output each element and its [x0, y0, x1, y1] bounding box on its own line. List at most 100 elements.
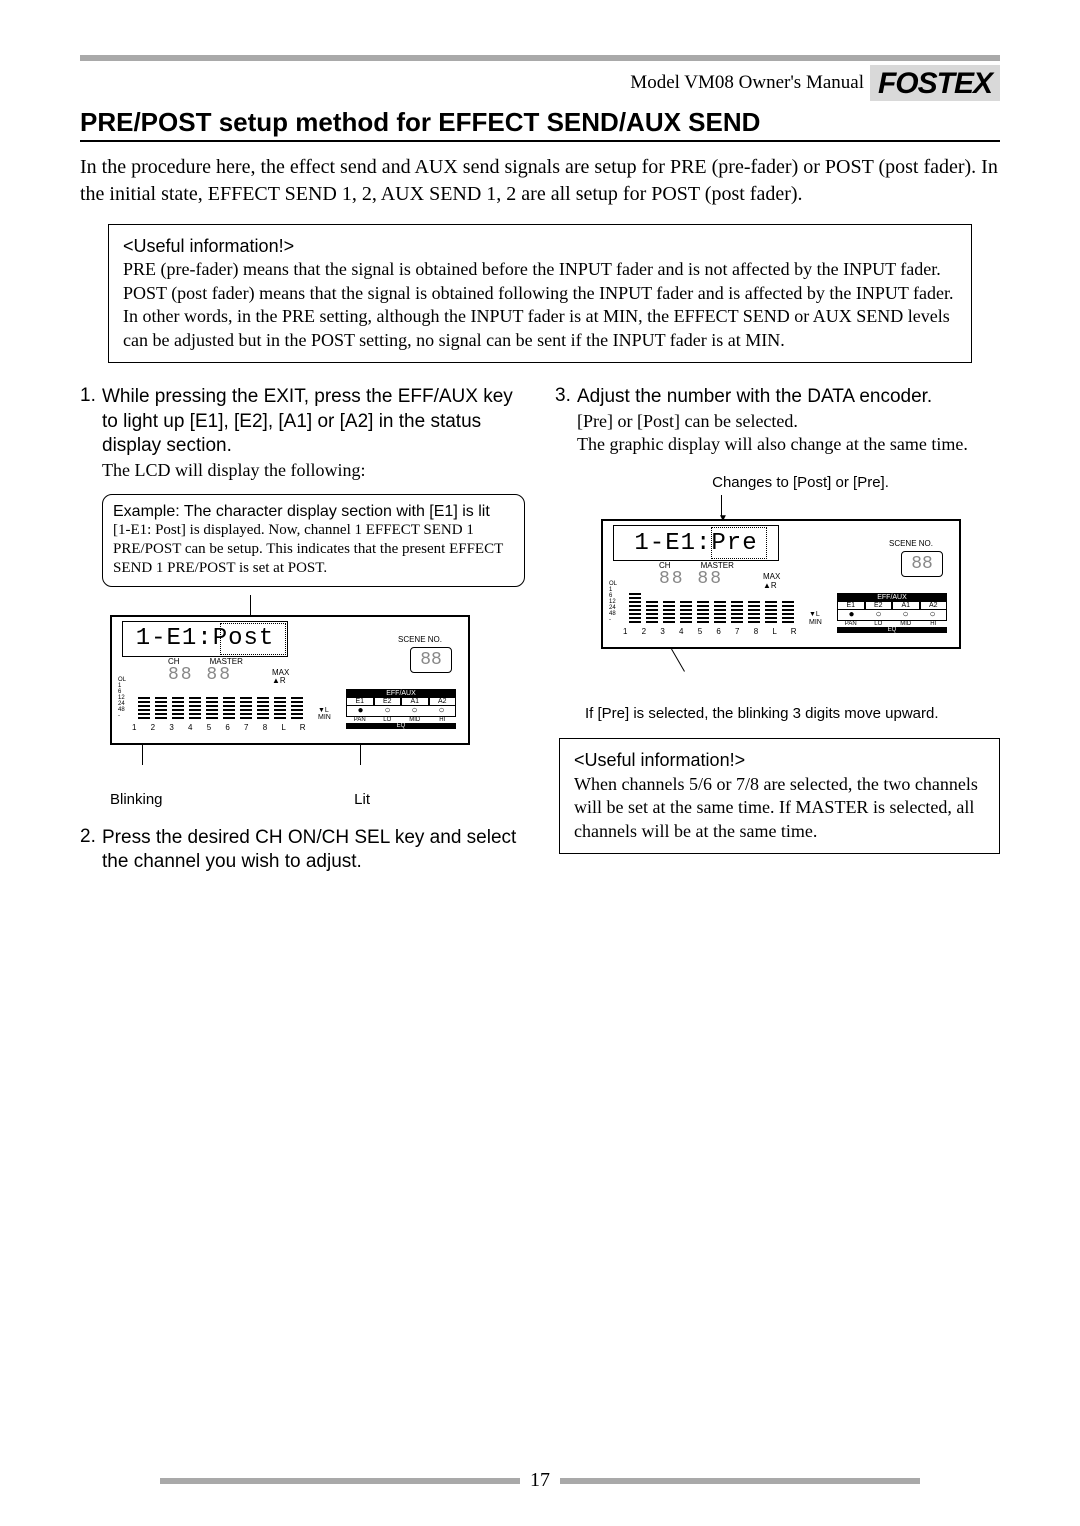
footer-bar [160, 1478, 520, 1484]
effaux-title: EFF/AUX [837, 593, 947, 602]
dot-icon: ○ [865, 610, 892, 620]
meter-bar [663, 601, 675, 623]
lcd-figure-1: ▼ 1-E1:Post CH MASTER 88 88 MAX ▲R SCENE… [110, 595, 490, 808]
scene-box: 88 [410, 647, 452, 673]
max-label: MAX [272, 668, 289, 677]
caption-blinking: Blinking [110, 791, 163, 808]
meter-bar [765, 601, 777, 623]
dot-icon: ● [347, 706, 374, 716]
example-title: Example: The character display section w… [113, 503, 514, 521]
meter-bar [189, 697, 201, 719]
eq-label: HI [920, 621, 948, 627]
useful-info-title: <Useful information!> [574, 749, 985, 772]
lcd-captions: Blinking Lit [110, 791, 460, 808]
dot-icon: ○ [401, 706, 428, 716]
useful-info-title: <Useful information!> [123, 235, 957, 258]
effaux-title: EFF/AUX [346, 689, 456, 698]
page-number: 17 [530, 1469, 550, 1492]
max-label: MAX [763, 572, 780, 581]
footer-bar [560, 1478, 920, 1484]
example-box: Example: The character display section w… [102, 494, 525, 586]
header-rule [80, 55, 1000, 61]
meter-bar [680, 601, 692, 623]
useful-info-body: PRE (pre-fader) means that the signal is… [123, 258, 957, 352]
lcd-digits: 88 88 [659, 569, 723, 589]
eq-label: MID [401, 717, 429, 723]
step-head: While pressing the EXIT, press the EFF/A… [102, 385, 525, 459]
step-num: 3. [555, 385, 577, 456]
eq-bar: EQ [837, 627, 947, 633]
eq-bar: EQ [346, 723, 456, 729]
min-label: MIN [318, 714, 331, 721]
meter-bar [629, 593, 641, 623]
meter-bar [155, 697, 167, 719]
left-column: 1. While pressing the EXIT, press the EF… [80, 385, 525, 881]
lcd-digits: 88 88 [168, 665, 232, 685]
brand-logo: FOSTEX [870, 65, 1000, 101]
effaux-dots: ● ○ ○ ○ [837, 610, 947, 621]
eq-label: PAN [346, 717, 374, 723]
eq-label: HI [429, 717, 457, 723]
manual-label: Model VM08 Owner's Manual [630, 72, 864, 94]
lcd-vl-min: ▼L MIN [318, 707, 331, 722]
step-num: 2. [80, 826, 102, 875]
arrow-line [671, 649, 685, 672]
lcd-effaux-panel: EFF/AUX E1 E2 A1 A2 ● ○ ○ ○ PAN [346, 689, 456, 729]
lcd-channel-numbers: 1 2 3 4 5 6 7 8 L R [132, 723, 312, 732]
section-title: PRE/POST setup method for EFFECT SEND/AU… [80, 107, 1000, 138]
step-1: 1. While pressing the EXIT, press the EF… [80, 385, 525, 482]
step-sub: [Pre] or [Post] can be selected. The gra… [577, 410, 1000, 457]
vl-label: ▼L [318, 707, 329, 714]
r-arrow-label: ▲R [763, 581, 777, 590]
dot-icon: ○ [919, 610, 946, 620]
step-3: 3. Adjust the number with the DATA encod… [555, 385, 1000, 456]
meter-bar [206, 697, 218, 719]
lcd-scale: OL 1 6 12 24 48 - [609, 581, 617, 623]
min-label: MIN [809, 619, 822, 626]
header-line: Model VM08 Owner's Manual FOSTEX [80, 65, 1000, 101]
dot-icon: ● [838, 610, 865, 620]
dot-icon: ○ [428, 706, 455, 716]
meter-bar [748, 601, 760, 623]
title-rule [80, 140, 1000, 142]
caption-lit: Lit [354, 791, 370, 808]
r-arrow-label: ▲R [272, 676, 286, 685]
lcd-display-2: 1-E1:Pre CH MASTER 88 88 MAX ▲R SCENE NO… [601, 519, 961, 649]
arrow-line [142, 745, 143, 765]
vl-label: ▼L [809, 611, 820, 618]
dotted-highlight [711, 527, 767, 559]
meter-bar [138, 697, 150, 719]
useful-info-body: When channels 5/6 or 7/8 are selected, t… [574, 773, 985, 843]
right-column: 3. Adjust the number with the DATA encod… [555, 385, 1000, 881]
meter-bar [274, 697, 286, 719]
eq-label: LO [374, 717, 402, 723]
eq-labels: PAN LO MID HI [346, 717, 456, 723]
useful-info-box-2: <Useful information!> When channels 5/6 … [559, 738, 1000, 854]
lcd2-caption-top: Changes to [Post] or [Pre]. [601, 474, 1000, 491]
lcd-channel-numbers: 1 2 3 4 5 6 7 8 L R [623, 627, 803, 636]
meter-bar [714, 601, 726, 623]
scene-label: SCENE NO. [398, 635, 442, 644]
dot-icon: ○ [892, 610, 919, 620]
meter-bar [697, 601, 709, 623]
meter-bar [240, 697, 252, 719]
step-sub: The LCD will display the following: [102, 459, 525, 482]
meter-bar [731, 601, 743, 623]
step-head: Adjust the number with the DATA encoder. [577, 385, 1000, 410]
step-2: 2. Press the desired CH ON/CH SEL key an… [80, 826, 525, 875]
example-body: [1-E1: Post] is displayed. Now, channel … [113, 521, 514, 577]
step-num: 1. [80, 385, 102, 482]
dot-icon: ○ [374, 706, 401, 716]
lcd-meters [138, 697, 303, 719]
lcd-display: 1-E1:Post CH MASTER 88 88 MAX ▲R SCENE N… [110, 615, 470, 745]
scene-box: 88 [901, 551, 943, 577]
page-footer: 17 [0, 1467, 1080, 1493]
two-column-layout: 1. While pressing the EXIT, press the EF… [80, 385, 1000, 881]
arrow-line [360, 745, 361, 765]
meter-bar [646, 601, 658, 623]
intro-paragraph: In the procedure here, the effect send a… [80, 154, 1000, 208]
effaux-dots: ● ○ ○ ○ [346, 706, 456, 717]
lcd-effaux-panel: EFF/AUX E1 E2 A1 A2 ● ○ ○ ○ PAN [837, 593, 947, 633]
scene-label: SCENE NO. [889, 539, 933, 548]
meter-bar [172, 697, 184, 719]
